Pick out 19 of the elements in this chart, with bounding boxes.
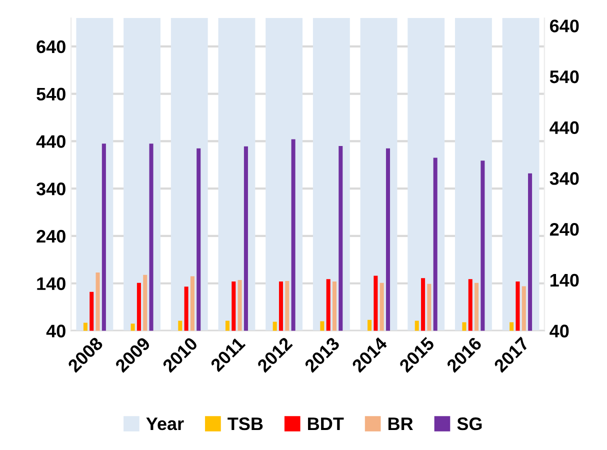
y2-tick-label: 640 <box>550 20 579 32</box>
y-tick-label: 540 <box>36 88 66 101</box>
y-tick-label: 240 <box>36 230 66 243</box>
y2-tick-label: 140 <box>550 274 579 287</box>
y2-tick-label: 240 <box>550 222 579 236</box>
y-tick-label: 140 <box>37 277 66 290</box>
legend-label: SG <box>457 417 482 430</box>
y-tick-label: 40 <box>46 324 66 338</box>
y-tick-label: 440 <box>36 135 66 148</box>
y-tick-label: 640 <box>36 40 66 54</box>
legend-label: Year <box>146 418 184 430</box>
y-tick-label: 340 <box>36 182 66 196</box>
y2-tick-label: 440 <box>550 121 579 134</box>
y2-tick-label: 40 <box>550 324 569 338</box>
legend-label: TSB <box>228 417 263 430</box>
legend-label: BDT <box>308 418 344 430</box>
legend-label: BR <box>388 418 413 430</box>
y2-tick-label: 340 <box>550 172 579 185</box>
y2-tick-label: 540 <box>550 70 579 84</box>
